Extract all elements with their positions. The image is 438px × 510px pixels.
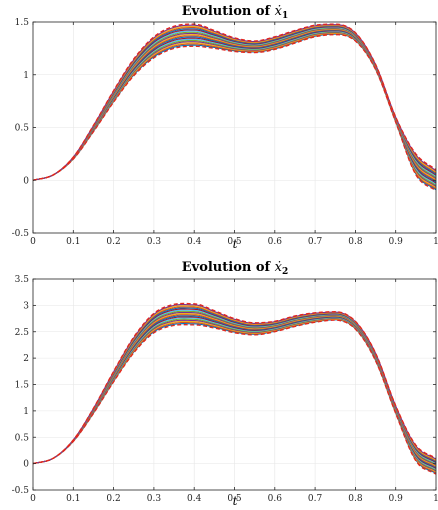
- x-tick-label-9: 0.9: [389, 494, 404, 504]
- x-axis-label-2: t: [233, 494, 238, 508]
- y-tick-labels-2: -0.5 0 0.5 1 1.5 2 2.5 3 3.5: [12, 275, 30, 496]
- x-tick-label-5: 0.5: [227, 494, 242, 504]
- y-tick-label-3: 1: [23, 407, 29, 417]
- grid-2: [32, 278, 437, 491]
- y-tick-label-3: 1: [23, 71, 29, 81]
- y-tick-label-0: -0.5: [12, 229, 30, 239]
- y-tick-labels-1: -0.5 0 0.5 1 1.5: [12, 18, 30, 239]
- y-tick-label-8: 3.5: [15, 275, 30, 285]
- bound-curves-1: [32, 23, 437, 192]
- chart-title-1: Evolution of ẋ1: [182, 4, 289, 21]
- x-tick-labels-2: 0 0.1 0.2 0.3 0.4 0.5 0.6 0.7 0.8 0.9 1: [30, 494, 438, 504]
- upper-bound-curve: [32, 302, 437, 465]
- x-tick-label-8: 0.8: [348, 237, 363, 247]
- x-axis-label-1: t: [233, 237, 238, 251]
- x-tick-label-3: 0.3: [147, 237, 162, 247]
- x-tick-label-10: 1: [433, 494, 438, 504]
- axes-2: [32, 278, 437, 491]
- x-tick-label-5: 0.5: [227, 237, 242, 247]
- x-tick-label-4: 0.4: [187, 494, 202, 504]
- upper-bound-curve: [32, 23, 437, 181]
- chart-title-1-symbol: ẋ: [275, 4, 283, 19]
- y-tick-label-1: 0: [23, 176, 29, 186]
- bound-curves-2: [32, 302, 437, 475]
- sample-curves-2: [32, 303, 437, 474]
- chart-title-1-subscript: 1: [282, 11, 288, 21]
- y-tick-label-2: 0.5: [15, 124, 30, 134]
- x-tick-label-10: 1: [433, 237, 438, 247]
- chart-panel-2: Evolution of ẋ2 0 0.1 0.2 0.3 0.4 0.5 0.6 0.7 0.…: [12, 260, 438, 508]
- x-tick-labels-1: 0 0.1 0.2 0.3 0.4 0.5 0.6 0.7 0.8 0.9 1: [30, 237, 438, 247]
- lower-bound-curve: [32, 319, 437, 475]
- x-tick-label-4: 0.4: [187, 237, 202, 247]
- chart-panel-1: Evolution of ẋ1 0 0.1 0.2 0.3 0.4 0.5 0.6 0.7 0.…: [12, 4, 438, 251]
- chart-title-2: Evolution of ẋ2: [182, 260, 289, 277]
- y-tick-label-4: 1.5: [15, 381, 30, 391]
- x-tick-label-1: 0.1: [66, 494, 80, 504]
- y-tick-label-0: -0.5: [12, 486, 30, 496]
- x-tick-label-2: 0.2: [106, 494, 120, 504]
- x-tick-label-7: 0.7: [308, 237, 323, 247]
- x-tick-label-6: 0.6: [268, 237, 283, 247]
- axes-1: [32, 21, 437, 234]
- x-tick-label-2: 0.2: [106, 237, 120, 247]
- y-tick-label-5: 2: [23, 354, 29, 364]
- y-tick-label-7: 3: [23, 301, 29, 311]
- x-tick-label-9: 0.9: [389, 237, 404, 247]
- x-tick-label-0: 0: [30, 237, 36, 247]
- y-tick-label-2: 0.5: [15, 433, 30, 443]
- x-tick-label-0: 0: [30, 494, 36, 504]
- chart-title-2-prefix: Evolution of: [182, 260, 275, 275]
- x-tick-label-1: 0.1: [66, 237, 80, 247]
- y-tick-label-6: 2.5: [15, 328, 30, 338]
- chart-title-2-symbol: ẋ: [275, 260, 283, 275]
- x-tick-label-7: 0.7: [308, 494, 323, 504]
- chart-title-2-subscript: 2: [282, 267, 288, 277]
- x-tick-label-3: 0.3: [147, 494, 162, 504]
- y-tick-label-4: 1.5: [15, 18, 30, 28]
- lower-bound-curve: [32, 34, 437, 192]
- y-tick-label-1: 0: [23, 460, 29, 470]
- x-tick-label-8: 0.8: [348, 494, 363, 504]
- chart-title-1-prefix: Evolution of: [182, 4, 275, 19]
- x-tick-label-6: 0.6: [268, 494, 283, 504]
